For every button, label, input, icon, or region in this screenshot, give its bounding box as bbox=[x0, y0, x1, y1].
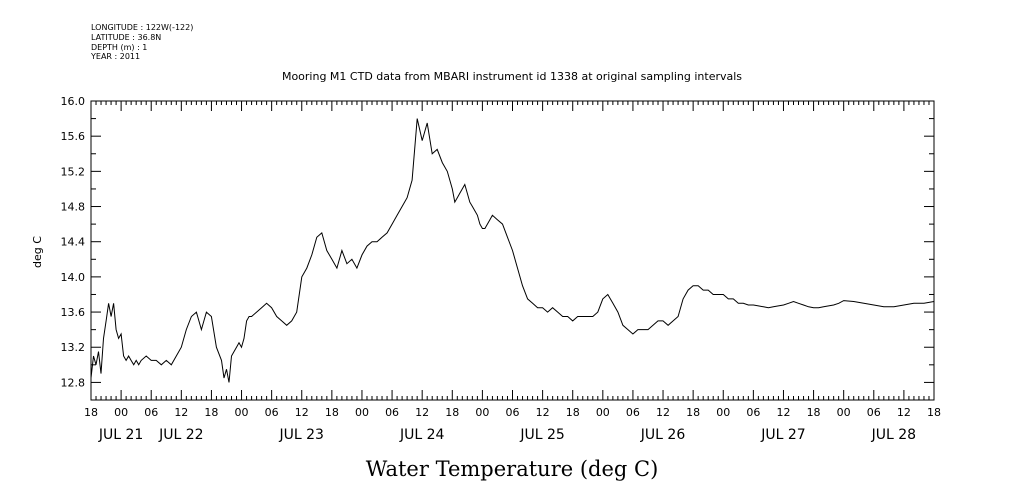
x-tick-label: 00 bbox=[837, 406, 851, 419]
x-tick-label: 12 bbox=[776, 406, 790, 419]
x-tick-label: 00 bbox=[355, 406, 369, 419]
y-tick-label: 16.0 bbox=[61, 95, 86, 108]
x-tick-label: 18 bbox=[84, 406, 98, 419]
x-tick-label: 18 bbox=[686, 406, 700, 419]
meta-year: YEAR : 2011 bbox=[90, 52, 140, 61]
x-tick-label: 18 bbox=[566, 406, 580, 419]
x-tick-label: 12 bbox=[656, 406, 670, 419]
x-tick-label: 06 bbox=[265, 406, 279, 419]
y-tick-label: 14.8 bbox=[61, 201, 86, 214]
y-axis: 12.8 13.2 13.6 14.0 14.4 14.8 15.2 15.6 16.0 bbox=[61, 95, 934, 401]
y-tick-label: 13.2 bbox=[61, 341, 86, 354]
water-temperature-line bbox=[90, 118, 935, 383]
x-tick-label: 12 bbox=[897, 406, 911, 419]
y-tick-label: 15.6 bbox=[61, 130, 86, 143]
meta-longitude: LONGITUDE : 122W(-122) bbox=[91, 23, 193, 32]
x-tick-label: 12 bbox=[536, 406, 550, 419]
x-tick-label: 00 bbox=[114, 406, 128, 419]
x-tick-label: 00 bbox=[716, 406, 730, 419]
day-label: JUL 22 bbox=[158, 427, 203, 443]
x-tick-label: 06 bbox=[506, 406, 520, 419]
x-tick-label: 18 bbox=[204, 406, 218, 419]
chart-title: Mooring M1 CTD data from MBARI instrumen… bbox=[282, 70, 742, 83]
y-tick-label: 14.4 bbox=[61, 236, 86, 249]
x-tick-label: 00 bbox=[596, 406, 610, 419]
x-tick-label: 06 bbox=[144, 406, 158, 419]
day-label: JUL 27 bbox=[760, 427, 805, 443]
day-label: JUL 25 bbox=[519, 427, 564, 443]
x-tick-label: 18 bbox=[445, 406, 459, 419]
x-tick-label: 12 bbox=[415, 406, 429, 419]
x-tick-label: 06 bbox=[385, 406, 399, 419]
day-label: JUL 28 bbox=[871, 427, 916, 443]
day-label: JUL 21 bbox=[98, 427, 143, 443]
y-tick-label: 12.8 bbox=[61, 376, 86, 389]
x-axis-title: Water Temperature (deg C) bbox=[366, 457, 659, 481]
y-tick-label: 13.6 bbox=[61, 306, 86, 319]
x-tick-label: 06 bbox=[626, 406, 640, 419]
y-tick-label: 14.0 bbox=[61, 271, 86, 284]
meta-latitude: LATITUDE : 36.8N bbox=[91, 33, 161, 42]
minor-ticks bbox=[95, 101, 930, 400]
x-tick-label: 18 bbox=[807, 406, 821, 419]
x-tick-label: 18 bbox=[325, 406, 339, 419]
y-axis-label: deg C bbox=[31, 236, 44, 268]
x-tick-label: 00 bbox=[235, 406, 249, 419]
x-tick-label: 06 bbox=[867, 406, 881, 419]
day-labels: JUL 21 JUL 22 JUL 23 JUL 24 JUL 25 JUL 26 JUL … bbox=[98, 427, 916, 443]
x-axis: 18 00 06 12 18 00 06 12 18 00 06 12 18 00 06 12 18 00 06 12… bbox=[84, 101, 941, 419]
day-label: JUL 26 bbox=[640, 427, 686, 443]
x-tick-label: 18 bbox=[927, 406, 941, 419]
x-tick-label: 12 bbox=[174, 406, 188, 419]
y-tick-label: 15.2 bbox=[61, 165, 86, 178]
meta-depth: DEPTH (m) : 1 bbox=[91, 43, 147, 52]
x-tick-label: 00 bbox=[475, 406, 489, 419]
day-label: JUL 24 bbox=[399, 427, 445, 443]
x-tick-label: 12 bbox=[295, 406, 309, 419]
metadata-block: LONGITUDE : 122W(-122) LATITUDE : 36.8N … bbox=[90, 23, 193, 61]
day-label: JUL 23 bbox=[279, 427, 324, 443]
x-tick-label: 06 bbox=[746, 406, 760, 419]
